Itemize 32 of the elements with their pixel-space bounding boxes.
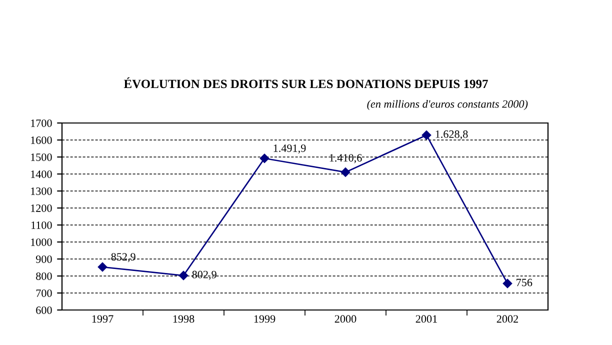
y-tick-label: 700 [36,289,52,297]
y-tick-label: 1400 [31,170,52,178]
x-tick-label: 2000 [334,315,356,323]
point [422,130,432,140]
data-label: 1.491,9 [274,144,306,154]
y-tick-label: 1300 [31,187,52,195]
y-tick-label: 1100 [31,221,52,229]
chart-subtitle: (en millions d'euros constants 2000) [367,100,528,110]
y-tick-label: 1700 [31,119,52,127]
x-tick-label: 1999 [254,315,276,323]
chart-title: ÉVOLUTION DES DROITS SUR LES DONATIONS DEPUIS 1997 [124,77,488,88]
x-tick-label: 1998 [173,315,194,323]
y-tick-label: 1200 [31,204,52,212]
x-tick-label: 2002 [496,315,518,323]
y-tick-label: 1000 [31,238,52,246]
data-label: 756 [516,278,532,286]
data-label: 1.628,8 [436,130,468,140]
y-tick-label: 1500 [31,153,52,161]
y-tick-label: 1600 [31,136,52,144]
y-tick-label: 600 [36,306,52,314]
x-tick-label: 1997 [92,315,114,323]
point [98,262,108,272]
y-tick-label: 900 [36,255,52,263]
y-tick-label: 800 [36,272,52,280]
data-label: 1.410,6 [330,154,362,164]
point [260,154,270,163]
x-tick-label: 2001 [416,315,437,323]
data-label: 852,9 [111,253,136,262]
data-label: 802,9 [192,270,216,280]
point [340,168,350,177]
point [178,270,188,280]
point [502,278,512,288]
